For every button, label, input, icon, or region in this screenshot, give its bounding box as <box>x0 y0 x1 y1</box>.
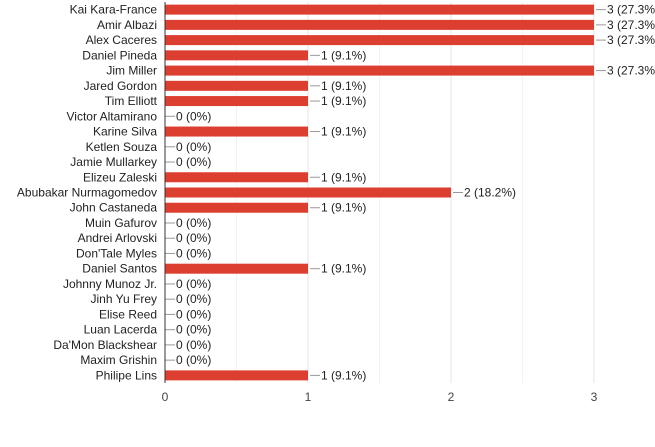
value-label: 1 (9.1%) <box>321 368 366 382</box>
value-label: 0 (0%) <box>176 140 211 154</box>
value-label: 0 (0%) <box>176 338 211 352</box>
bar <box>165 35 594 46</box>
bar <box>165 4 594 15</box>
x-tick-label: 0 <box>162 390 169 404</box>
bar <box>165 126 308 137</box>
category-label: Jared Gordon <box>84 79 157 93</box>
category-label: Victor Altamirano <box>67 109 158 123</box>
value-label: 0 (0%) <box>176 292 211 306</box>
category-label: Luan Lacerda <box>84 323 158 337</box>
x-axis: 0 1 2 3 <box>162 2 598 404</box>
bar <box>165 50 308 61</box>
category-label: Jim Miller <box>106 64 157 78</box>
category-label: Jinh Yu Frey <box>91 292 157 306</box>
value-label: 0 (0%) <box>176 307 211 321</box>
bar <box>165 172 308 183</box>
bar <box>165 96 308 107</box>
value-label: 1 (9.1%) <box>321 262 366 276</box>
bars <box>165 4 594 381</box>
category-label: Da'Mon Blackshear <box>53 338 157 352</box>
category-label: Amir Albazi <box>97 18 157 32</box>
bar <box>165 19 594 30</box>
value-label: 1 (9.1%) <box>321 79 366 93</box>
value-label: 0 (0%) <box>176 323 211 337</box>
category-label: John Castaneda <box>70 201 158 215</box>
category-label: Elizeu Zaleski <box>83 170 157 184</box>
value-label: 0 (0%) <box>176 216 211 230</box>
category-label: Karine Silva <box>93 125 157 139</box>
x-tick-label: 3 <box>591 390 598 404</box>
bar <box>165 370 308 381</box>
value-label: 1 (9.1%) <box>321 48 366 62</box>
value-label: 1 (9.1%) <box>321 170 366 184</box>
category-label: Daniel Santos <box>82 262 157 276</box>
category-label: Don'Tale Myles <box>76 246 157 260</box>
category-label: Daniel Pineda <box>82 48 157 62</box>
category-label: Ketlen Souza <box>86 140 158 154</box>
x-tick-label: 2 <box>448 390 455 404</box>
value-label: 0 (0%) <box>176 155 211 169</box>
value-labels: 3 (27.3%)3 (27.3%)3 (27.3%)1 (9.1%)3 (27… <box>165 3 655 382</box>
x-tick-label: 1 <box>305 390 312 404</box>
category-label: Andrei Arlovski <box>78 231 157 245</box>
category-label: Alex Caceres <box>86 33 157 47</box>
value-label: 1 (9.1%) <box>321 125 366 139</box>
category-label: Maxim Grishin <box>80 353 157 367</box>
value-label: 3 (27.3%) <box>607 18 655 32</box>
value-label: 0 (0%) <box>176 353 211 367</box>
value-label: 3 (27.3%) <box>607 33 655 47</box>
bar <box>165 187 451 198</box>
value-label: 1 (9.1%) <box>321 94 366 108</box>
bar <box>165 65 594 76</box>
category-label: Johnny Munoz Jr. <box>63 277 157 291</box>
value-label: 0 (0%) <box>176 109 211 123</box>
value-label: 3 (27.3%) <box>607 3 655 17</box>
value-label: 2 (18.2%) <box>464 186 516 200</box>
bar <box>165 263 308 274</box>
value-label: 0 (0%) <box>176 231 211 245</box>
category-label: Jamie Mullarkey <box>70 155 157 169</box>
category-label: Abubakar Nurmagomedov <box>17 186 157 200</box>
category-label: Muin Gafurov <box>85 216 157 230</box>
value-label: 0 (0%) <box>176 246 211 260</box>
value-label: 0 (0%) <box>176 277 211 291</box>
category-label: Kai Kara-France <box>70 3 158 17</box>
category-label: Elise Reed <box>99 307 157 321</box>
value-label: 1 (9.1%) <box>321 201 366 215</box>
bar <box>165 80 308 91</box>
category-label: Tim Elliott <box>105 94 158 108</box>
value-label: 3 (27.3%) <box>607 64 655 78</box>
bar <box>165 202 308 213</box>
category-label: Philipe Lins <box>96 368 157 382</box>
